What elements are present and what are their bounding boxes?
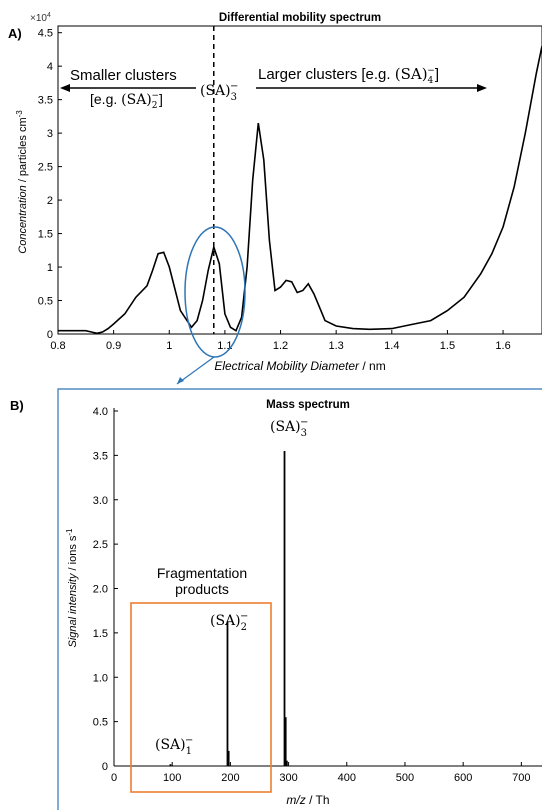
- spectrum-line: [58, 45, 542, 335]
- y-tick-label-a: 0.5: [38, 296, 53, 308]
- x-tick-label-b: 700: [512, 772, 530, 784]
- x-ticks-a: 0.8 0.9 1 1.1 1.2 1.3 1.4 1.5 1.6: [50, 330, 511, 352]
- y-tick-label-b: 1.5: [93, 628, 108, 640]
- fragmentation-title: Fragmentation: [157, 565, 247, 581]
- x-tick-label-b: 0: [111, 772, 117, 784]
- panel-a-title: Differential mobility spectrum: [219, 12, 381, 24]
- fragmentation-subtitle: products: [175, 581, 229, 597]
- x-tick-label-b: 100: [163, 772, 181, 784]
- peak-label-3: (SA)3−: [270, 417, 308, 439]
- mass-peaks: [169, 450, 288, 766]
- x-tick-label-a: 1.4: [384, 340, 399, 352]
- center-cluster-label: (SA)3−: [200, 81, 238, 103]
- y-tick-label-a: 0: [47, 329, 53, 341]
- x-axis-label-a: Electrical Mobility Diameter / nm: [214, 359, 385, 373]
- y-ticks-a: 0 0.5 1 1.5 2 2.5 3 3.5 4 4.5: [38, 28, 62, 341]
- x-tick-label-a: 0.8: [50, 340, 65, 352]
- y-tick-label-b: 3.5: [93, 450, 108, 462]
- fragmentation-box: [130, 602, 272, 793]
- y-tick-label-b: 2.0: [93, 584, 108, 596]
- y-tick-label-a: 2.5: [38, 162, 53, 174]
- x-tick-label-a: 1.6: [495, 340, 510, 352]
- selection-ellipse: [184, 226, 246, 358]
- plot-a-frame: [57, 25, 542, 335]
- panel-b-title: Mass spectrum: [266, 399, 350, 411]
- x-tick-label-a: 1: [166, 340, 172, 352]
- x-tick-label-a: 1.5: [440, 340, 455, 352]
- y-tick-label-a: 1: [47, 262, 53, 274]
- x-tick-label-b: 200: [221, 772, 239, 784]
- y-tick-label-b: 0: [102, 761, 108, 773]
- x-tick-label-b: 500: [396, 772, 414, 784]
- panel-b-label: B): [10, 398, 24, 413]
- x-tick-label-a: 1.3: [329, 340, 344, 352]
- y-axis-label-b: Signal intensity / ions s-1: [65, 528, 79, 648]
- y-axis-label-a: Concentration / particles cm-3: [15, 110, 29, 254]
- y-tick-label-b: 2.5: [93, 539, 108, 551]
- x-tick-label-a: 1.2: [273, 340, 288, 352]
- connector-line: [176, 356, 215, 385]
- smaller-clusters-label: Smaller clusters: [70, 67, 177, 84]
- x-tick-label-a: 0.9: [106, 340, 121, 352]
- panel-a-label: A): [8, 26, 22, 41]
- peak-label-2: (SA)2−: [210, 611, 248, 633]
- smaller-clusters-example: [e.g. (SA)2−]: [90, 91, 163, 111]
- y-tick-label-a: 3.5: [38, 95, 53, 107]
- y-tick-label-a: 4: [47, 61, 53, 73]
- x-tick-label-b: 300: [279, 772, 297, 784]
- x-tick-label-b: 400: [338, 772, 356, 784]
- y-tick-label-b: 3.0: [93, 495, 108, 507]
- y-multiplier: ×104: [30, 12, 51, 24]
- x-tick-label-b: 600: [454, 772, 472, 784]
- y-tick-label-a: 2: [47, 195, 53, 207]
- left-arrowhead: [60, 84, 70, 92]
- connector-arrowhead: [177, 377, 184, 384]
- y-tick-label-b: 0.5: [93, 717, 108, 729]
- panel-b: B) Mass spectrum 0 0.5 1.0 1.5 2.0 2.5 3.0 3.5 4…: [10, 388, 542, 810]
- peak-label-1: (SA)1−: [155, 735, 193, 757]
- right-arrowhead: [477, 84, 487, 92]
- panel-a: A) Differential mobility spectrum ×104 0…: [8, 12, 542, 385]
- x-ticks-b: 0 100 200 300 400 500 600 700: [111, 762, 531, 784]
- larger-clusters-label: Larger clusters [e.g. (SA)4−]: [258, 65, 439, 86]
- x-tick-label-a: 1.1: [217, 340, 232, 352]
- y-ticks-b: 0 0.5 1.0 1.5 2.0 2.5 3.0 3.5 4.0: [93, 406, 118, 773]
- y-tick-label-a: 1.5: [38, 229, 53, 241]
- y-tick-label-b: 4.0: [93, 406, 108, 418]
- y-tick-label-a: 3: [47, 128, 53, 140]
- x-axis-label-b: m/z / Th: [286, 793, 329, 807]
- panel-b-frame: [57, 388, 542, 810]
- y-tick-label-b: 1.0: [93, 672, 108, 684]
- y-tick-label-a: 4.5: [38, 28, 53, 40]
